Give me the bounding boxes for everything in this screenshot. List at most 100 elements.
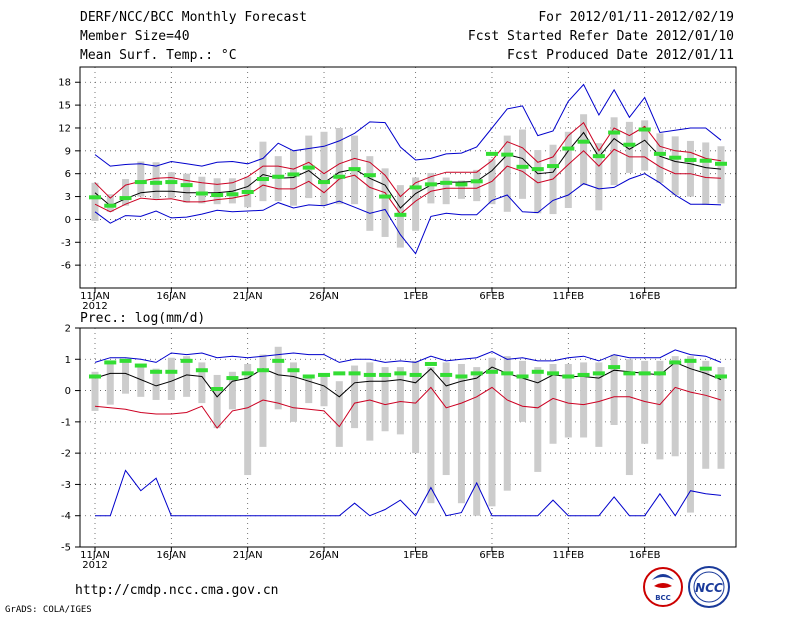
temp-range-box	[412, 177, 420, 231]
temp-xtick-label: 26JAN	[309, 291, 339, 302]
temp-marker	[485, 151, 498, 156]
prec-range-box	[396, 367, 404, 435]
prec-marker	[470, 371, 483, 376]
prec-marker	[195, 368, 208, 373]
prec-range-box	[91, 371, 99, 411]
temp-marker	[256, 177, 269, 182]
temp-marker	[379, 194, 392, 199]
prec-range-box	[305, 374, 313, 404]
prec-range-box	[198, 362, 206, 404]
temp-xtick-label: 16JAN	[156, 291, 186, 302]
prec-marker	[608, 365, 621, 370]
temp-marker	[333, 174, 346, 179]
temp-marker	[409, 185, 422, 190]
prec-range-box	[473, 367, 481, 516]
prec-range-box	[488, 357, 496, 507]
prec-range-box	[610, 354, 618, 425]
temp-range-box	[457, 180, 465, 199]
prec-range-box	[167, 357, 175, 400]
temp-range-box	[580, 114, 588, 186]
temp-range-box	[259, 141, 267, 202]
temp-marker	[669, 155, 682, 160]
prec-range-box	[351, 365, 359, 429]
prec-range-box	[549, 363, 557, 444]
temp-xtick-label: 11JAN	[80, 291, 110, 302]
prec-range-box	[457, 363, 465, 504]
temp-marker	[623, 142, 636, 147]
prec-ensemble-mean-line	[94, 361, 722, 398]
prec-range-box	[320, 373, 328, 407]
prec-range-box	[503, 356, 511, 491]
prec-range-box	[625, 359, 633, 476]
prec-xtick-label: 11FEB	[552, 550, 584, 561]
temp-range-box	[656, 133, 664, 183]
prec-ytick-label: 0	[65, 386, 71, 397]
prec-range-box	[259, 354, 267, 447]
refer-date: Fcst Started Refer Date 2012/01/10	[467, 29, 734, 44]
temp-xtick-label: 6FEB	[479, 291, 504, 302]
prec-plot-border	[79, 327, 737, 548]
prec-xtick-label: 11JAN	[80, 550, 110, 561]
temp-range-box	[213, 178, 221, 205]
temp-xtick-label: 11FEB	[552, 291, 584, 302]
temp-lower-quartile-line	[94, 148, 722, 215]
prec-marker	[379, 372, 392, 377]
prec-marker	[516, 374, 529, 379]
temp-marker	[547, 164, 560, 169]
temp-range-box	[122, 179, 130, 206]
prec-range-box	[122, 362, 130, 394]
prec-marker	[165, 369, 178, 374]
prec-range-box	[442, 362, 450, 476]
prec-range-box	[137, 365, 145, 397]
prec-range-box	[106, 362, 114, 405]
temp-marker	[363, 173, 376, 178]
prec-marker	[684, 358, 697, 363]
prec-marker	[180, 358, 193, 363]
prec-marker	[211, 387, 224, 392]
prec-range-box	[686, 356, 694, 513]
temp-ytick-label: 9	[65, 146, 71, 157]
temp-marker	[272, 174, 285, 179]
temp-ytick-label: 15	[58, 101, 71, 112]
temp-range-box	[183, 173, 191, 203]
member-size: Member Size=40	[80, 29, 190, 44]
grads-credit: GrADS: COLA/IGES	[5, 605, 92, 615]
source-url[interactable]: http://cmdp.ncc.cma.gov.cn	[75, 583, 279, 598]
temp-range-box	[686, 140, 694, 197]
temp-marker	[104, 203, 117, 208]
prec-range-box	[656, 360, 664, 460]
prec-range-box	[534, 367, 542, 472]
temp-marker	[455, 182, 468, 187]
prec-marker	[715, 374, 727, 379]
temp-marker	[180, 183, 193, 188]
prec-marker	[455, 374, 468, 379]
temp-range-box	[503, 135, 511, 212]
temp-range-box	[473, 169, 481, 202]
temp-marker	[195, 191, 208, 196]
prec-marker	[363, 372, 376, 377]
prec-marker	[348, 371, 361, 376]
prec-ytick-label: -3	[61, 480, 71, 491]
prec-marker	[501, 371, 514, 376]
temp-range-box	[137, 161, 145, 197]
temp-marker	[211, 193, 224, 198]
temp-xtick-label: 1FEB	[403, 291, 428, 302]
temp-marker	[241, 189, 254, 194]
temp-range-box	[366, 156, 374, 231]
prec-range-box	[641, 360, 649, 444]
prec-ytick-label: -5	[61, 543, 71, 554]
temp-marker	[226, 192, 239, 197]
prec-range-box	[702, 360, 710, 469]
prec-panel-title: Prec.: log(mm/d)	[80, 311, 205, 326]
temp-range-box	[702, 142, 710, 205]
temp-marker	[119, 196, 132, 201]
temp-ytick-label: 18	[58, 78, 71, 89]
temp-marker	[501, 152, 514, 157]
forecast-period: For 2012/01/11-2012/02/19	[538, 10, 734, 25]
prec-range-box	[564, 363, 572, 438]
temp-marker	[165, 180, 178, 185]
temp-range-box	[335, 127, 343, 205]
prec-max-line	[94, 349, 722, 363]
prec-marker	[440, 372, 453, 377]
